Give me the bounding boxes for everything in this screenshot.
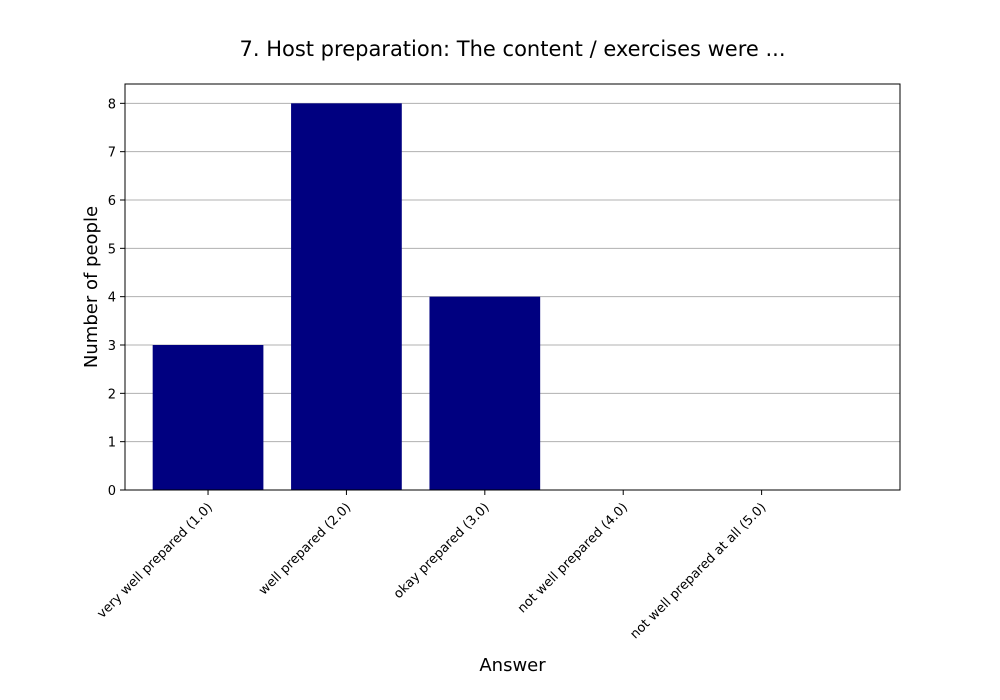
y-tick-label: 7 bbox=[108, 146, 116, 161]
y-axis-ticks: 0 1 2 3 4 5 6 7 8 bbox=[108, 97, 125, 499]
x-axis-title: Answer bbox=[479, 655, 546, 676]
y-tick-label: 0 bbox=[108, 484, 116, 499]
bars bbox=[152, 103, 541, 490]
x-tick-label: very well prepared (1.0) bbox=[94, 500, 215, 621]
y-tick-label: 3 bbox=[108, 339, 116, 354]
y-tick-label: 6 bbox=[108, 194, 116, 209]
y-tick-label: 4 bbox=[108, 291, 116, 306]
plot-area-frame bbox=[124, 83, 901, 491]
x-tick-label: okay prepared (3.0) bbox=[391, 500, 493, 602]
y-axis-title: Number of people bbox=[81, 206, 102, 368]
x-tick-label: not well prepared at all (5.0) bbox=[628, 500, 770, 642]
bar bbox=[152, 345, 264, 490]
chart-title: 7. Host preparation: The content / exerc… bbox=[239, 37, 785, 61]
bar bbox=[291, 103, 402, 490]
x-axis-ticks: very well prepared (1.0) well prepared (2… bbox=[94, 490, 769, 642]
bar bbox=[429, 296, 541, 490]
x-tick-label: not well prepared (4.0) bbox=[515, 500, 631, 616]
x-tick-label: well prepared (2.0) bbox=[256, 500, 354, 598]
y-tick-label: 1 bbox=[108, 436, 116, 451]
y-tick-label: 2 bbox=[108, 387, 116, 402]
y-tick-label: 8 bbox=[108, 97, 116, 112]
y-tick-label: 5 bbox=[108, 242, 116, 257]
